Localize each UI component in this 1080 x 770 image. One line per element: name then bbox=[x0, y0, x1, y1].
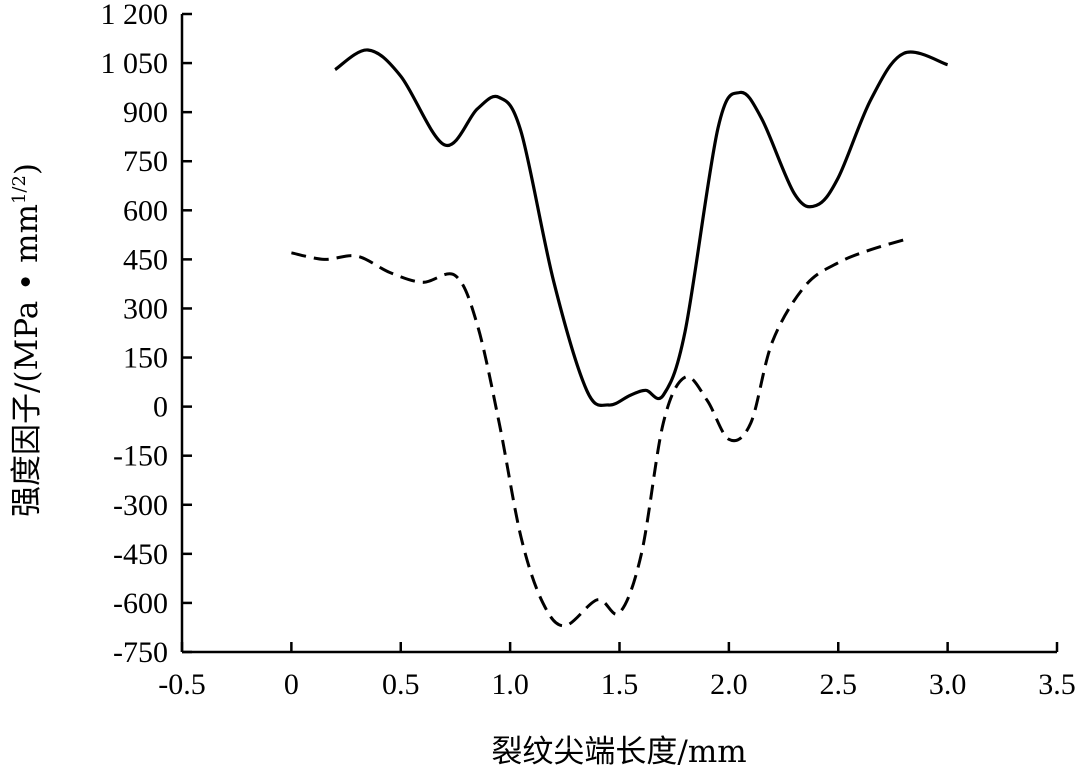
x-tick-label: 2.5 bbox=[820, 668, 858, 701]
y-tick-label: -450 bbox=[113, 538, 168, 571]
y-axis-title: 强度因子/(MPa • mm1/2) bbox=[9, 163, 45, 517]
x-tick-label: 3.0 bbox=[929, 668, 967, 701]
y-tick-label: 150 bbox=[123, 342, 168, 375]
y-tick-label: 600 bbox=[123, 194, 168, 227]
y-tick-label: 1 050 bbox=[101, 47, 169, 80]
y-tick-label: 900 bbox=[123, 96, 168, 129]
y-ticks: 1 200 1 050 900 750 600 450 300 150 0 -150 -300 -45… bbox=[101, 0, 192, 669]
x-tick-label: 1.0 bbox=[491, 668, 529, 701]
series-layer bbox=[291, 48, 949, 628]
x-tick-label: 1.5 bbox=[601, 668, 639, 701]
y-tick-label: -150 bbox=[113, 440, 168, 473]
x-tick-label: 0.5 bbox=[382, 668, 420, 701]
axes-layer bbox=[180, 14, 1057, 654]
y-tick-label: -300 bbox=[113, 489, 168, 522]
y-tick-label: -600 bbox=[113, 587, 168, 620]
y-tick-label: 450 bbox=[123, 243, 168, 276]
y-tick-label: -750 bbox=[113, 636, 168, 669]
x-axis-title: 裂纹尖端长度/mm bbox=[491, 734, 746, 770]
x-ticks: -0.5 0 0.5 1.0 1.5 2.0 2.5 3.0 3.5 bbox=[158, 642, 1076, 701]
dashed-series-line bbox=[291, 238, 905, 628]
x-tick-label: 0 bbox=[284, 668, 299, 701]
y-tick-label: 0 bbox=[153, 391, 168, 424]
x-tick-label: 3.5 bbox=[1038, 668, 1076, 701]
x-tick-label: -0.5 bbox=[158, 668, 206, 701]
x-tick-label: 2.0 bbox=[710, 668, 748, 701]
y-axis-title-close: ) bbox=[9, 163, 45, 175]
y-tick-label: 1 200 bbox=[101, 0, 169, 31]
solid-series-line bbox=[334, 48, 949, 407]
y-tick-label: 750 bbox=[123, 145, 168, 178]
y-axis-title-superscript: 1/2 bbox=[9, 175, 30, 204]
y-axis-title-main: 强度因子/(MPa • mm bbox=[9, 204, 45, 517]
y-tick-label: 300 bbox=[123, 292, 168, 325]
